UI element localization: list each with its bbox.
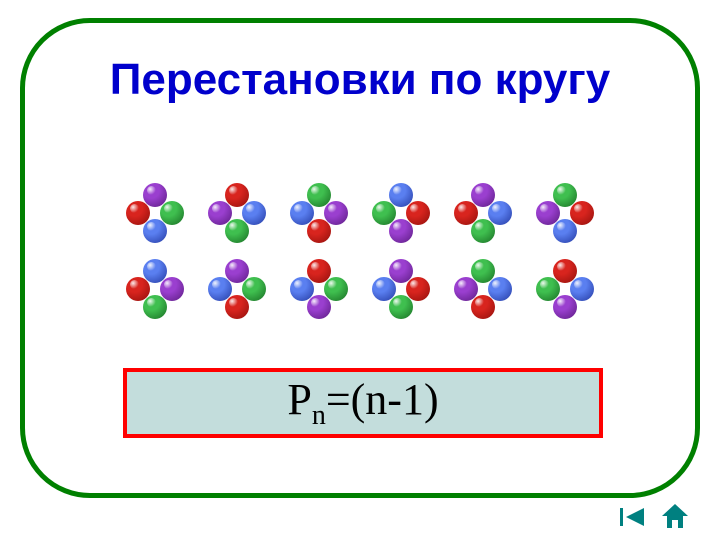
ball-red <box>471 295 495 319</box>
clusters-container <box>25 183 695 321</box>
ball-green <box>242 277 266 301</box>
ball-cluster <box>288 259 350 321</box>
ball-green <box>160 201 184 225</box>
ball-green <box>225 219 249 243</box>
ball-purple <box>454 277 478 301</box>
ball-cluster <box>124 183 186 245</box>
formula-sub: n <box>312 400 326 431</box>
ball-cluster <box>534 259 596 321</box>
ball-blue <box>290 201 314 225</box>
ball-cluster <box>534 183 596 245</box>
ball-blue <box>208 277 232 301</box>
ball-cluster <box>370 259 432 321</box>
ball-blue <box>143 219 167 243</box>
ball-cluster <box>206 259 268 321</box>
ball-cluster <box>288 183 350 245</box>
formula-box: Pn=(n-1) <box>123 368 603 438</box>
ball-green <box>372 201 396 225</box>
formula: Pn=(n-1) <box>287 374 438 432</box>
ball-red <box>307 219 331 243</box>
ball-purple <box>389 219 413 243</box>
cluster-row <box>124 259 596 321</box>
ball-purple <box>160 277 184 301</box>
ball-red <box>126 277 150 301</box>
ball-purple <box>536 201 560 225</box>
ball-red <box>454 201 478 225</box>
ball-blue <box>488 201 512 225</box>
ball-purple <box>208 201 232 225</box>
ball-green <box>471 219 495 243</box>
ball-green <box>324 277 348 301</box>
ball-blue <box>488 277 512 301</box>
ball-red <box>406 277 430 301</box>
ball-red <box>126 201 150 225</box>
nav-icons <box>620 504 688 528</box>
ball-purple <box>324 201 348 225</box>
cluster-row <box>124 183 596 245</box>
ball-cluster <box>124 259 186 321</box>
prev-icon[interactable] <box>620 506 646 528</box>
slide-title: Перестановки по кругу <box>25 55 695 105</box>
ball-green <box>389 295 413 319</box>
ball-purple <box>553 295 577 319</box>
formula-p: P <box>287 375 311 424</box>
ball-cluster <box>452 183 514 245</box>
ball-red <box>225 295 249 319</box>
ball-cluster <box>452 259 514 321</box>
slide-frame: Перестановки по кругу Pn=(n-1) <box>20 18 700 498</box>
ball-purple <box>307 295 331 319</box>
ball-red <box>406 201 430 225</box>
ball-green <box>536 277 560 301</box>
home-icon[interactable] <box>662 504 688 528</box>
ball-green <box>143 295 167 319</box>
ball-blue <box>290 277 314 301</box>
ball-red <box>570 201 594 225</box>
formula-eq: =(n-1) <box>326 375 439 424</box>
ball-blue <box>242 201 266 225</box>
ball-cluster <box>206 183 268 245</box>
ball-blue <box>372 277 396 301</box>
ball-blue <box>570 277 594 301</box>
ball-cluster <box>370 183 432 245</box>
ball-blue <box>553 219 577 243</box>
